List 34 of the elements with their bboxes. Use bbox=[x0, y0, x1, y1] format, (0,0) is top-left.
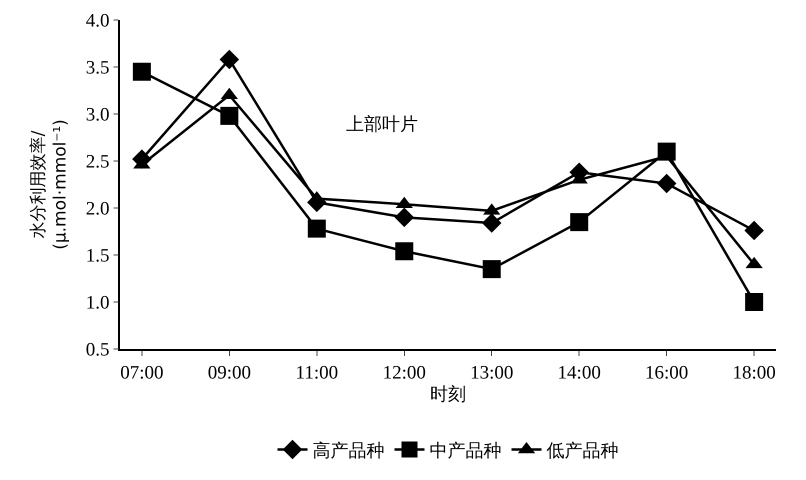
y-tick-label: 3.5 bbox=[86, 58, 110, 79]
x-tick-label: 18:00 bbox=[732, 362, 776, 384]
x-axis-title: 时刻 bbox=[430, 384, 466, 406]
point bbox=[744, 220, 764, 240]
point bbox=[308, 220, 326, 238]
y-tick-label: 2.5 bbox=[86, 152, 110, 173]
x-tick-label: 14:00 bbox=[558, 362, 601, 384]
x-tick-label: 16:00 bbox=[645, 362, 688, 384]
y-tick-label: 0.5 bbox=[86, 340, 110, 361]
x-tick-label: 09:00 bbox=[208, 362, 251, 384]
point bbox=[656, 174, 676, 194]
point bbox=[132, 62, 151, 81]
legend-label: 高产品种 bbox=[312, 440, 384, 462]
legend-label: 中产品种 bbox=[430, 440, 502, 462]
point bbox=[482, 260, 501, 278]
x-tick-label: 07:00 bbox=[120, 362, 164, 384]
y-tick-label: 2.0 bbox=[86, 198, 110, 220]
x-tick-label: 13:00 bbox=[470, 362, 514, 384]
y-tick-label: 1.0 bbox=[86, 292, 110, 314]
point bbox=[395, 242, 414, 260]
point bbox=[482, 213, 502, 233]
point bbox=[745, 293, 764, 311]
y-tick-label: 3.0 bbox=[86, 104, 110, 126]
point bbox=[220, 106, 238, 125]
x-tick-label: 12:00 bbox=[382, 362, 426, 384]
point bbox=[394, 208, 414, 228]
y-tick-label: 1.5 bbox=[86, 246, 110, 267]
annotation: 上部叶片 bbox=[346, 114, 418, 135]
point bbox=[570, 213, 588, 232]
x-tick-label: 11:00 bbox=[296, 362, 338, 384]
y-tick-label: 4.0 bbox=[86, 10, 110, 32]
y-axis-title: 水分利用效率/ (μ.mol·mmol⁻¹) bbox=[28, 119, 71, 250]
point bbox=[220, 50, 240, 70]
legend-label: 低产品种 bbox=[546, 440, 618, 462]
